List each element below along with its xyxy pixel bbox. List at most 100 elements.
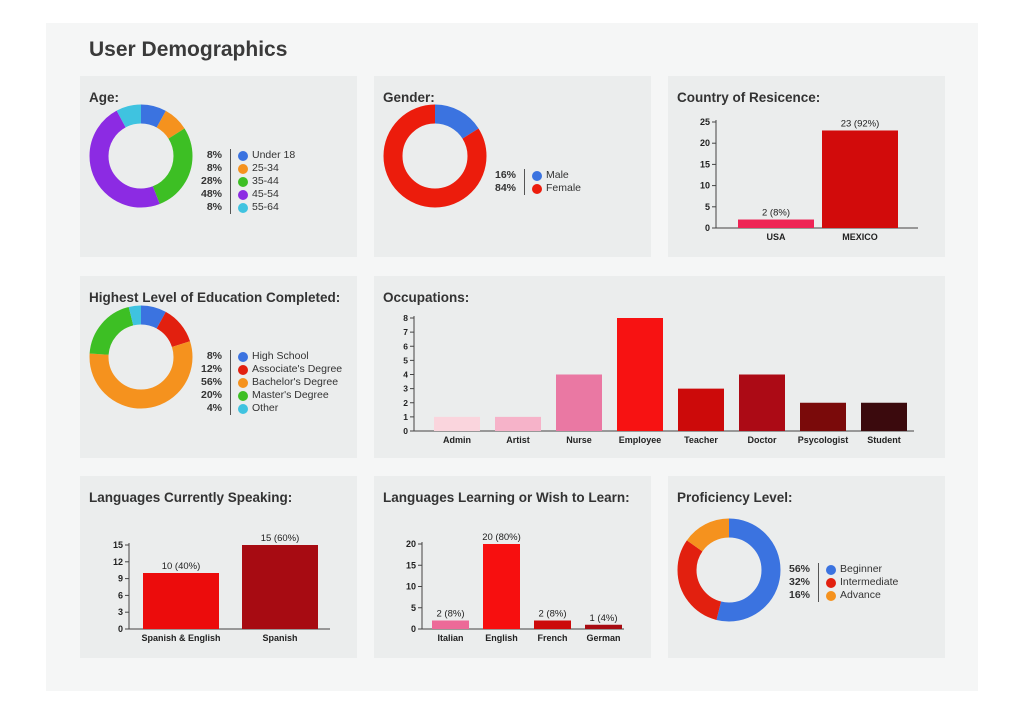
occupations-y-tick-label: 1 — [403, 412, 408, 422]
learning-title: Languages Learning or Wish to Learn: — [383, 490, 630, 505]
education-slice-bachelor-s-degree — [89, 305, 193, 409]
proficiency-legend-swatch — [826, 564, 836, 575]
age-legend-swatch — [238, 150, 248, 161]
education-legend-label: Bachelor's Degree — [252, 376, 339, 388]
education-legend-value: 4% — [206, 402, 222, 414]
country-bar-usa — [738, 219, 814, 228]
age-title: Age: — [89, 90, 119, 105]
learning-y-tick-label: 10 — [406, 582, 416, 592]
occupations-bar-student — [861, 402, 907, 431]
education-legend-value: 56% — [200, 376, 222, 388]
country-y-tick-label: 5 — [705, 202, 710, 212]
proficiency-legend-value: 32% — [788, 576, 810, 588]
gender-panel: Gender: 16% Male 84% Female — [374, 76, 651, 257]
age-slice-35-44 — [89, 104, 193, 208]
page-title: User Demographics — [89, 38, 288, 61]
gender-legend-label: Male — [546, 169, 569, 181]
age-legend-value: 28% — [200, 175, 222, 187]
speaking-y-tick-label: 3 — [118, 607, 123, 617]
occupations-bar-nurse — [556, 374, 602, 431]
speaking-data-label: 15 (60%) — [261, 533, 300, 544]
gender-legend-label: Female — [546, 182, 582, 194]
gender-slice-female — [383, 104, 487, 208]
occupations-category-label: Employee — [619, 435, 662, 445]
country-y-tick-label: 20 — [700, 138, 710, 148]
occupations-bar-psycologist — [800, 402, 846, 431]
speaking-y-tick-label: 9 — [118, 574, 123, 584]
education-legend-label: Associate's Degree — [252, 363, 343, 375]
occupations-bar-artist — [495, 416, 541, 431]
occupations-category-label: Teacher — [684, 435, 718, 445]
gender-donut-chart — [383, 104, 487, 208]
age-panel: Age: 8% Under 18 8% 25-34 28% 35-44 48% 45-54 8%… — [80, 76, 357, 257]
occupations-category-label: Admin — [443, 435, 471, 445]
learning-category-label: German — [586, 633, 620, 643]
learning-category-label: French — [537, 633, 567, 643]
learning-panel: Languages Learning or Wish to Learn: 0 5 1… — [374, 476, 651, 658]
country-category-label: USA — [766, 232, 786, 242]
education-legend-label: Master's Degree — [252, 389, 329, 401]
speaking-bar-spanish — [242, 545, 318, 629]
occupations-panel: Occupations: 0 1 2 3 4 5 6 7 8 Admin Artist Nurse Em… — [374, 276, 945, 458]
learning-data-label: 2 (8%) — [437, 609, 465, 620]
speaking-title: Languages Currently Speaking: — [89, 490, 293, 505]
country-bar-chart: 0 5 10 15 20 25 USA 2 (8%) MEXICO 23 (92%) — [700, 117, 918, 242]
speaking-y-tick-label: 0 — [118, 624, 123, 634]
age-slice-45-54 — [89, 104, 193, 208]
occupations-bar-chart: 0 1 2 3 4 5 6 7 8 Admin Artist Nurse Employee Teacher… — [403, 313, 914, 445]
country-y-tick-label: 25 — [700, 117, 710, 127]
occupations-bar-employee — [617, 318, 663, 431]
occupations-category-label: Nurse — [566, 435, 592, 445]
occupations-y-tick-label: 4 — [403, 370, 408, 380]
learning-y-tick-label: 0 — [411, 624, 416, 634]
education-slice-other — [89, 305, 193, 409]
occupations-y-tick-label: 5 — [403, 355, 408, 365]
age-legend-label: 45-54 — [252, 188, 279, 200]
age-legend-divider — [230, 149, 231, 214]
education-legend-swatch — [238, 377, 248, 388]
proficiency-legend-label: Beginner — [840, 563, 883, 575]
education-legend-swatch — [238, 351, 248, 362]
age-legend-label: 35-44 — [252, 175, 279, 187]
learning-bar-english — [483, 544, 520, 629]
occupations-category-label: Psycologist — [798, 435, 849, 445]
occupations-y-tick-label: 2 — [403, 398, 408, 408]
occupations-y-tick-label: 6 — [403, 341, 408, 351]
country-y-tick-label: 10 — [700, 181, 710, 191]
occupations-y-tick-label: 0 — [403, 426, 408, 436]
proficiency-legend-label: Advance — [840, 589, 881, 601]
age-legend-value: 8% — [206, 201, 222, 213]
age-legend-swatch — [238, 189, 248, 200]
speaking-category-label: Spanish — [262, 633, 297, 643]
age-legend-value: 8% — [206, 149, 222, 161]
gender-legend-swatch — [532, 170, 542, 181]
country-data-label: 23 (92%) — [841, 118, 880, 129]
education-legend-swatch — [238, 403, 248, 414]
speaking-y-tick-label: 15 — [113, 540, 123, 550]
education-legend-value: 20% — [200, 389, 222, 401]
occupations-y-tick-label: 7 — [403, 327, 408, 337]
learning-category-label: English — [485, 633, 518, 643]
occupations-category-label: Doctor — [748, 435, 777, 445]
speaking-bar-chart: 0 3 6 9 12 15 Spanish & English 10 (40%) Spanish… — [113, 533, 330, 643]
age-legend-label: 25-34 — [252, 162, 279, 174]
speaking-y-tick-label: 6 — [118, 590, 123, 600]
learning-category-label: Italian — [437, 633, 463, 643]
age-legend-swatch — [238, 163, 248, 174]
learning-data-label: 1 (4%) — [590, 613, 618, 624]
country-y-tick-label: 0 — [705, 223, 710, 233]
learning-bar-french — [534, 620, 571, 629]
learning-bar-german — [585, 624, 622, 629]
proficiency-slice-advance — [677, 518, 781, 622]
age-legend-value: 8% — [206, 162, 222, 174]
occupations-y-tick-label: 8 — [403, 313, 408, 323]
age-legend-swatch — [238, 176, 248, 187]
proficiency-legend-swatch — [826, 577, 836, 588]
gender-legend-swatch — [532, 183, 542, 194]
speaking-category-label: Spanish & English — [141, 633, 220, 643]
proficiency-legend-label: Intermediate — [840, 576, 899, 588]
gender-title: Gender: — [383, 90, 435, 105]
gender-legend-value: 16% — [494, 169, 516, 181]
speaking-y-tick-label: 12 — [113, 557, 123, 567]
proficiency-title: Proficiency Level: — [677, 490, 793, 505]
